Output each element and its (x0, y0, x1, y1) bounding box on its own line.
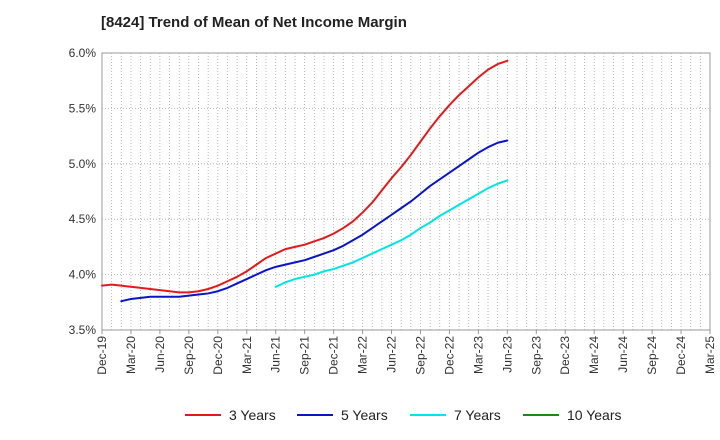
legend-label-10-years: 10 Years (567, 407, 622, 423)
x-tick-label: Dec-21 (327, 336, 341, 375)
y-tick-label: 4.0% (69, 268, 97, 282)
x-tick-label: Sep-20 (182, 336, 196, 375)
legend-label-7-years: 7 Years (454, 407, 501, 423)
series-line-7-years (274, 179, 509, 288)
legend-item-7-years: 7 Years (410, 405, 501, 425)
x-tick-label: Dec-23 (558, 336, 572, 375)
x-tick-label: Jun-23 (500, 336, 514, 373)
legend-label-5-years: 5 Years (341, 407, 388, 423)
legend-swatch-7-years (410, 414, 446, 416)
x-tick-label: Jun-21 (269, 336, 283, 373)
x-tick-label: Mar-21 (240, 336, 254, 374)
x-tick-label: Mar-24 (587, 336, 601, 374)
x-tick-label: Dec-24 (674, 336, 688, 375)
x-tick-label: Mar-25 (703, 336, 717, 374)
legend-swatch-10-years (523, 414, 559, 416)
x-tick-label: Sep-22 (413, 336, 427, 375)
legend-swatch-3-years (185, 414, 221, 416)
x-tick-label: Sep-24 (645, 336, 659, 375)
x-tick-label: Mar-20 (124, 336, 138, 374)
x-tick-label: Dec-22 (442, 336, 456, 375)
y-tick-label: 5.0% (69, 157, 97, 171)
series-layer (101, 59, 509, 303)
chart-title: [8424] Trend of Mean of Net Income Margi… (101, 14, 407, 31)
x-tick-label: Mar-22 (356, 336, 370, 374)
plot-frame (101, 52, 711, 331)
y-tick-label: 6.0% (69, 46, 97, 60)
grid-layer (101, 52, 711, 331)
x-tick-label: Jun-24 (616, 336, 630, 373)
series-line-5-years (120, 139, 509, 303)
y-tick-label: 4.5% (69, 212, 97, 226)
axis-layer: 3.5% 4.0% 4.5% 5.0% 5.5% 6.0% Dec-19 Mar-20 Jun-… (69, 46, 717, 375)
legend-label-3-years: 3 Years (229, 407, 276, 423)
y-tick-label: 5.5% (69, 101, 97, 115)
x-tick-label: Jun-20 (153, 336, 167, 373)
series-line-3-years (101, 59, 509, 294)
x-tick-label: Sep-21 (298, 336, 312, 375)
legend: 3 Years 5 Years 7 Years 10 Years (0, 405, 720, 425)
legend-item-3-years: 3 Years (185, 405, 276, 425)
y-tick-label: 3.5% (69, 323, 97, 337)
legend-item-10-years: 10 Years (523, 405, 622, 425)
x-tick-label: Dec-19 (95, 336, 109, 375)
x-tick-label: Mar-23 (471, 336, 485, 374)
x-tick-label: Dec-20 (211, 336, 225, 375)
legend-item-5-years: 5 Years (297, 405, 388, 425)
x-tick-label: Sep-23 (529, 336, 543, 375)
legend-swatch-5-years (297, 414, 333, 416)
x-tick-label: Jun-22 (385, 336, 399, 373)
